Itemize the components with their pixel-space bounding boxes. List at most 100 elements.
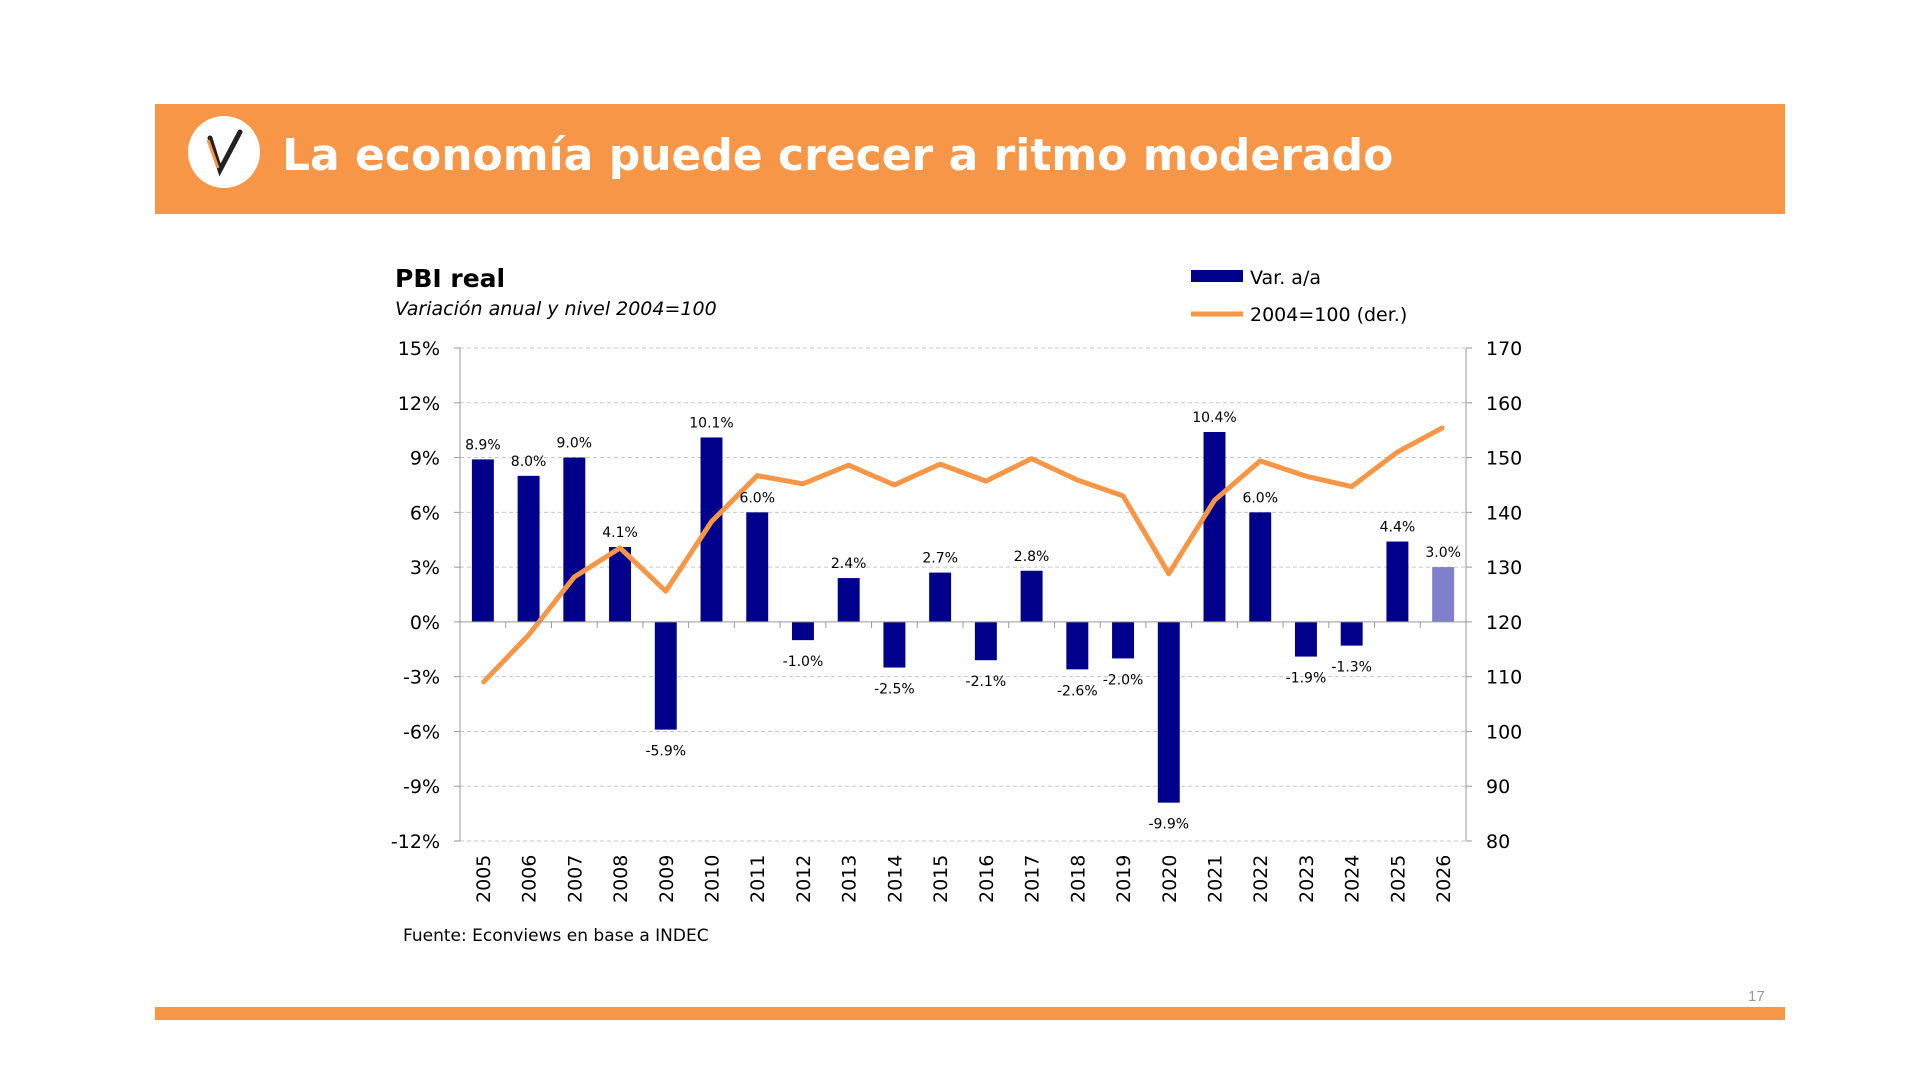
right-tick-label: 90 bbox=[1486, 776, 1510, 798]
left-tick-label: -12% bbox=[391, 831, 440, 853]
line-point-2013 bbox=[847, 463, 851, 467]
x-tick-label: 2021 bbox=[1205, 855, 1227, 903]
x-tick-label: 2011 bbox=[747, 855, 769, 903]
line-point-2019 bbox=[1121, 494, 1125, 498]
x-tick-label: 2005 bbox=[473, 855, 495, 903]
bar-2010 bbox=[700, 437, 723, 622]
data-label-2012: -1.0% bbox=[783, 654, 824, 670]
right-tick-label: 130 bbox=[1486, 557, 1522, 579]
legend: Var. a/a 2004=100 (der.) bbox=[1191, 267, 1407, 326]
data-label-2016: -2.1% bbox=[966, 674, 1007, 690]
x-tick-label: 2024 bbox=[1342, 855, 1364, 903]
bar-2006 bbox=[517, 475, 540, 622]
bar-2025 bbox=[1386, 541, 1409, 622]
line-point-2011 bbox=[755, 474, 759, 478]
bar-2007 bbox=[563, 457, 586, 622]
data-label-2017: 2.8% bbox=[1014, 549, 1050, 565]
bar-2017 bbox=[1020, 570, 1043, 622]
data-label-2023: -1.9% bbox=[1286, 671, 1327, 687]
logo bbox=[188, 116, 260, 188]
footer-bar bbox=[155, 1007, 1785, 1020]
bar-2022 bbox=[1249, 512, 1272, 622]
right-tick-label: 160 bbox=[1486, 393, 1522, 415]
line-point-2026 bbox=[1441, 425, 1445, 429]
x-tick-label: 2006 bbox=[519, 855, 541, 903]
line-point-2024 bbox=[1350, 485, 1354, 489]
x-tick-label: 2020 bbox=[1159, 855, 1181, 903]
data-label-2006: 8.0% bbox=[511, 454, 547, 470]
page-title: La economía puede crecer a ritmo moderad… bbox=[282, 130, 1394, 181]
data-label-2015: 2.7% bbox=[922, 551, 958, 567]
data-label-2022: 6.0% bbox=[1242, 490, 1278, 506]
line-point-2014 bbox=[892, 483, 896, 487]
line-point-2017 bbox=[1030, 457, 1034, 461]
x-tick-label: 2022 bbox=[1250, 855, 1272, 903]
left-tick-label: -6% bbox=[403, 721, 440, 743]
bar-2013 bbox=[837, 578, 860, 622]
data-label-2010: 10.1% bbox=[689, 415, 733, 431]
left-tick-label: 0% bbox=[410, 612, 440, 634]
line-point-2020 bbox=[1167, 572, 1171, 576]
data-label-2021: 10.4% bbox=[1192, 410, 1236, 426]
data-label-2008: 4.1% bbox=[602, 525, 638, 541]
line-point-2010 bbox=[710, 520, 713, 524]
bar-2020 bbox=[1157, 621, 1180, 803]
line-point-2025 bbox=[1395, 450, 1399, 454]
x-tick-label: 2023 bbox=[1296, 855, 1318, 903]
data-label-2005: 8.9% bbox=[465, 437, 501, 453]
left-tick-label: 9% bbox=[410, 448, 440, 470]
x-tick-label: 2018 bbox=[1067, 855, 1089, 903]
line-point-2006 bbox=[527, 633, 531, 637]
x-tick-label: 2017 bbox=[1022, 855, 1044, 903]
bar-2016 bbox=[974, 621, 997, 661]
right-tick-label: 100 bbox=[1486, 721, 1522, 743]
bar-2015 bbox=[929, 572, 952, 622]
data-label-2009: -5.9% bbox=[645, 744, 686, 760]
bar-2005 bbox=[471, 459, 494, 622]
bar-2009 bbox=[654, 621, 677, 730]
bar-2012 bbox=[791, 621, 814, 641]
x-tick-label: 2015 bbox=[930, 855, 952, 903]
left-tick-label: 12% bbox=[398, 393, 440, 415]
line-point-2018 bbox=[1075, 478, 1079, 482]
logo-v-icon bbox=[206, 129, 243, 177]
x-tick-label: 2008 bbox=[610, 855, 632, 903]
right-tick-label: 170 bbox=[1486, 338, 1522, 360]
x-tick-label: 2012 bbox=[793, 855, 815, 903]
x-tick-label: 2010 bbox=[702, 855, 724, 903]
line-point-2012 bbox=[801, 482, 805, 486]
bar-2026 bbox=[1432, 567, 1455, 622]
line-point-2016 bbox=[984, 479, 988, 483]
x-tick-label: 2026 bbox=[1433, 855, 1455, 903]
line-point-2022 bbox=[1258, 459, 1262, 463]
data-label-2019: -2.0% bbox=[1103, 672, 1144, 688]
legend-line-label: 2004=100 (der.) bbox=[1250, 304, 1407, 326]
right-tick-label: 120 bbox=[1486, 612, 1522, 634]
bar-2011 bbox=[746, 512, 769, 622]
data-label-2024: -1.3% bbox=[1331, 660, 1372, 676]
data-label-2026: 3.0% bbox=[1425, 545, 1461, 561]
right-tick-label: 110 bbox=[1486, 667, 1522, 689]
right-tick-label: 150 bbox=[1486, 448, 1522, 470]
x-tick-label: 2014 bbox=[884, 855, 906, 903]
chart-subtitle: Variación anual y nivel 2004=100 bbox=[395, 298, 717, 320]
series-line-level bbox=[481, 425, 1445, 685]
left-tick-label: -3% bbox=[403, 667, 440, 689]
line-point-2008 bbox=[618, 546, 622, 550]
x-tick-label: 2019 bbox=[1113, 855, 1135, 903]
bar-2014 bbox=[883, 621, 906, 668]
x-tick-label: 2013 bbox=[839, 855, 861, 903]
bar-2019 bbox=[1112, 621, 1135, 659]
data-label-2020: -9.9% bbox=[1148, 817, 1189, 833]
bar-2018 bbox=[1066, 621, 1089, 670]
x-tick-label: 2025 bbox=[1387, 855, 1409, 903]
bar-2008 bbox=[609, 547, 632, 622]
bar-2024 bbox=[1340, 621, 1363, 646]
data-label-2007: 9.0% bbox=[557, 436, 593, 452]
legend-bar-swatch bbox=[1191, 270, 1243, 282]
bar-2023 bbox=[1294, 621, 1317, 657]
line-point-2005 bbox=[481, 681, 485, 685]
x-tick-label: 2016 bbox=[976, 855, 998, 903]
page-number: 17 bbox=[1748, 988, 1765, 1005]
